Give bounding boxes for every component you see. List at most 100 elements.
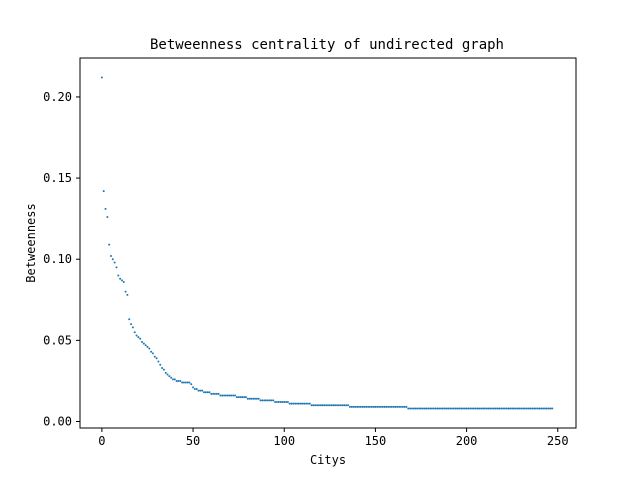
data-point xyxy=(321,404,324,407)
data-point xyxy=(296,402,298,405)
data-point xyxy=(463,407,466,410)
data-point xyxy=(476,407,479,410)
data-point xyxy=(509,407,512,410)
data-point xyxy=(514,407,517,410)
data-point xyxy=(378,405,381,408)
data-point xyxy=(279,401,282,404)
data-point xyxy=(343,404,346,407)
data-point xyxy=(472,407,475,410)
data-point xyxy=(131,326,134,329)
data-point xyxy=(518,407,521,410)
data-point xyxy=(294,402,297,405)
data-point xyxy=(540,407,543,410)
data-point xyxy=(441,407,444,410)
data-point xyxy=(113,261,116,264)
data-point xyxy=(221,394,224,397)
data-point xyxy=(440,407,443,410)
data-point xyxy=(151,352,154,355)
data-point xyxy=(235,396,238,399)
x-axis-label: Citys xyxy=(310,453,346,467)
data-point xyxy=(265,399,267,402)
data-point xyxy=(254,397,257,400)
data-point xyxy=(259,399,262,402)
data-point xyxy=(237,396,240,399)
data-point xyxy=(263,399,266,402)
data-point xyxy=(275,401,278,404)
data-point xyxy=(327,404,329,407)
data-point xyxy=(503,407,506,410)
data-point xyxy=(177,379,180,382)
data-point xyxy=(175,379,178,382)
y-tick-label: 0.00 xyxy=(43,415,72,429)
data-point xyxy=(376,405,379,408)
data-point xyxy=(246,397,249,400)
x-tick-label: 150 xyxy=(365,434,387,448)
data-point xyxy=(172,378,174,381)
data-point xyxy=(423,407,426,410)
data-point xyxy=(542,407,545,410)
data-point xyxy=(522,407,525,410)
data-point xyxy=(115,266,118,269)
data-point xyxy=(283,401,286,404)
data-point xyxy=(186,381,189,384)
data-point xyxy=(325,404,328,407)
data-point xyxy=(511,407,514,410)
data-point xyxy=(387,405,390,408)
data-point xyxy=(223,394,226,397)
data-point xyxy=(181,381,184,384)
data-point xyxy=(432,407,435,410)
data-point xyxy=(257,397,260,400)
data-point xyxy=(161,366,164,369)
data-point xyxy=(314,404,317,407)
data-point xyxy=(492,407,495,410)
data-point xyxy=(290,402,293,405)
data-point xyxy=(359,405,362,408)
x-tick-label: 50 xyxy=(186,434,200,448)
data-point xyxy=(239,396,242,399)
data-point xyxy=(104,207,107,210)
data-point xyxy=(533,407,536,410)
data-point xyxy=(427,407,430,410)
y-axis-label: Betweenness xyxy=(24,203,38,282)
data-point xyxy=(232,394,235,397)
data-point xyxy=(230,394,233,397)
data-point xyxy=(130,323,133,326)
data-point xyxy=(319,404,322,407)
data-point xyxy=(361,405,364,408)
data-point xyxy=(368,405,371,408)
data-point xyxy=(117,274,120,277)
data-point xyxy=(531,407,534,410)
data-point xyxy=(545,407,548,410)
data-point xyxy=(250,397,253,400)
data-point xyxy=(389,405,391,408)
data-point xyxy=(128,318,131,321)
data-point xyxy=(513,407,515,410)
data-point xyxy=(527,407,530,410)
x-tick-label: 200 xyxy=(456,434,478,448)
data-point xyxy=(195,388,198,391)
data-point xyxy=(266,399,269,402)
data-point xyxy=(301,402,304,405)
data-point xyxy=(288,402,291,405)
data-point xyxy=(399,405,402,408)
data-point xyxy=(268,399,271,402)
data-point xyxy=(491,407,494,410)
data-point xyxy=(190,383,193,386)
data-point xyxy=(547,407,550,410)
data-point xyxy=(372,405,375,408)
data-points xyxy=(100,76,554,410)
data-point xyxy=(317,404,320,407)
data-point xyxy=(498,407,501,410)
data-point xyxy=(297,402,300,405)
y-tick-label: 0.15 xyxy=(43,171,72,185)
data-point xyxy=(403,405,406,408)
data-point xyxy=(363,405,366,408)
data-point xyxy=(525,407,528,410)
data-point xyxy=(421,407,424,410)
data-point xyxy=(337,404,340,407)
data-point xyxy=(228,394,231,397)
data-point xyxy=(248,397,251,400)
data-point xyxy=(188,381,191,384)
data-point xyxy=(110,254,112,257)
data-point xyxy=(270,399,273,402)
